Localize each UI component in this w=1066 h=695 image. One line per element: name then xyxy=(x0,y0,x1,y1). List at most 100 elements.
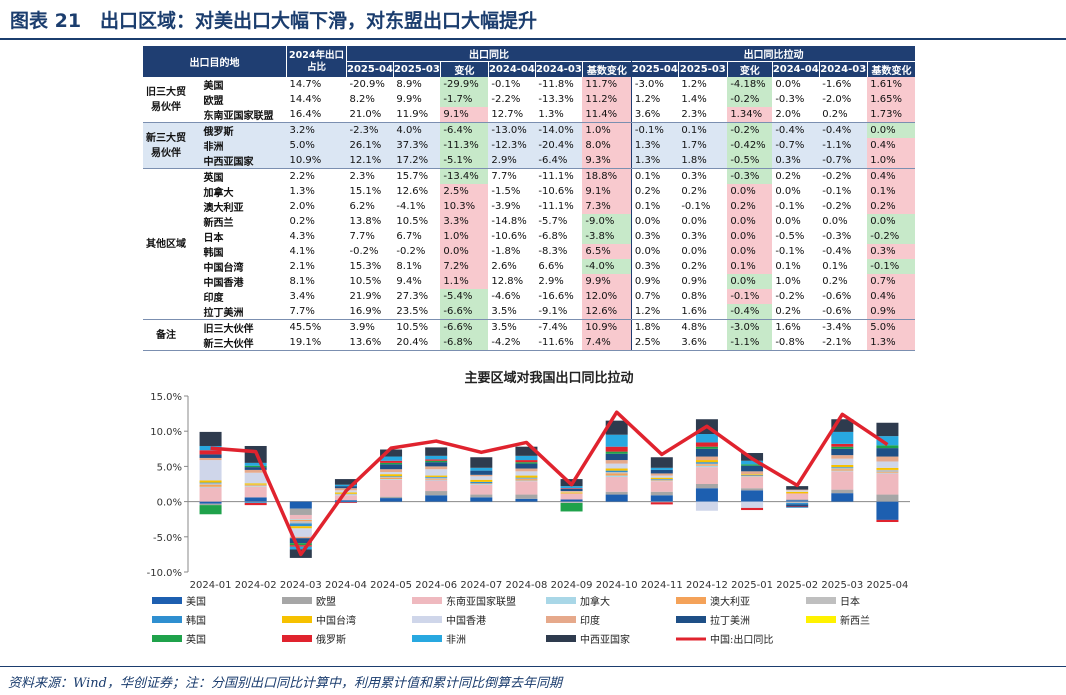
table-cell: -4.6% xyxy=(491,291,521,302)
table-cell: 2.9% xyxy=(488,153,536,169)
bar-segment xyxy=(515,462,538,464)
bar-segment xyxy=(741,474,764,476)
table-cell: -16.6% xyxy=(538,291,574,302)
table-cell: 10.5% xyxy=(396,216,429,227)
table-cell: -6.4% xyxy=(440,122,489,138)
table-cell: 0.0% xyxy=(727,244,773,259)
table-cell: 0.2% xyxy=(630,184,679,199)
bar-segment xyxy=(695,484,718,489)
table-cell: -0.4% xyxy=(727,304,773,320)
bar-segment xyxy=(560,493,583,500)
table-cell: 2.0% xyxy=(772,107,820,123)
bar-segment xyxy=(741,507,764,511)
table-cell: 1.6% xyxy=(775,322,801,333)
table-row: 新三大伙伴 19.1% 13.6% 20.4% -6.8% -4.2% -11.6% 7.4%… xyxy=(143,335,916,351)
bar-segment xyxy=(470,481,493,484)
bar-segment xyxy=(470,470,493,475)
bar-segment xyxy=(605,453,628,461)
table-cell: 1.3% xyxy=(867,335,916,351)
table-cell: 37.3% xyxy=(393,138,441,153)
x-tick-label: 2025-02 xyxy=(776,580,818,591)
table-cell: -1.6% xyxy=(822,79,852,90)
table-cell: 13.8% xyxy=(349,216,382,227)
bar-segment xyxy=(786,486,809,490)
bar-segment xyxy=(605,446,628,452)
bar-segment xyxy=(650,457,673,468)
y-tick-label: -5.0% xyxy=(153,533,182,544)
table-cell: 0.0% xyxy=(727,214,773,229)
bar-segment xyxy=(560,491,583,492)
legend-label: 英国 xyxy=(186,633,206,646)
bar-segment xyxy=(605,468,628,471)
bar-segment xyxy=(605,434,628,447)
bar-segment xyxy=(289,523,312,527)
table-cell: -3.8% xyxy=(582,229,632,244)
bar-segment xyxy=(244,486,267,487)
table-row: 东南亚国家联盟 16.4% 21.0% 11.9% 9.1% 12.7% 1.3% 11.4%… xyxy=(143,107,916,123)
y-tick-label: 10.0% xyxy=(150,427,182,438)
table-cell: -0.5% xyxy=(775,231,805,242)
subheader-yoy-5: 基数变化 xyxy=(581,61,632,77)
table-cell: 0.9% xyxy=(867,304,916,320)
table-cell: 4.0% xyxy=(393,122,441,138)
bar-segment xyxy=(244,485,267,487)
bar-segment xyxy=(334,501,357,503)
table-cell: -1.7% xyxy=(440,92,489,107)
bar-segment xyxy=(741,474,764,475)
bar-segment xyxy=(876,519,899,523)
table-cell: -0.1% xyxy=(630,122,679,138)
bar-segment xyxy=(244,462,267,466)
x-tick-label: 2025-03 xyxy=(821,580,863,591)
table-cell: -0.5% xyxy=(727,153,773,169)
bar-segment xyxy=(425,491,448,496)
region-label: 东南亚国家联盟 xyxy=(189,107,287,123)
legend-label: 加拿大 xyxy=(580,595,610,608)
bar-segment xyxy=(831,448,854,456)
table-cell: 0.4% xyxy=(867,289,916,304)
table-cell: 27.3% xyxy=(396,291,429,302)
table-cell: 0.2% xyxy=(772,304,820,320)
legend-label: 新西兰 xyxy=(840,614,870,627)
table-row: 中国香港 8.1% 10.5% 9.4% 1.1% 12.8% 2.9% 9.9% 0.9% 0.… xyxy=(143,274,916,289)
table-cell: 1.34% xyxy=(727,107,773,123)
bar-segment xyxy=(515,463,538,469)
table-cell: -13.3% xyxy=(538,94,574,105)
bar-segment xyxy=(380,464,403,470)
region-label: 中国香港 xyxy=(203,278,244,289)
bar-segment xyxy=(515,455,538,461)
region-label: 非洲 xyxy=(189,138,287,153)
bar-segment xyxy=(515,478,538,480)
table-cell: 1.3% xyxy=(630,138,679,153)
bar-segment xyxy=(605,470,628,473)
bar-segment xyxy=(786,506,809,508)
subheader-pull-3: 2024-04 xyxy=(771,61,820,77)
bar-segment xyxy=(515,468,538,472)
bar-segment xyxy=(199,460,222,481)
table-cell: 6.6% xyxy=(538,261,564,272)
table-cell: 3.4% xyxy=(289,291,315,302)
bar-segment xyxy=(289,536,312,539)
bar-segment xyxy=(560,488,583,489)
bar-segment xyxy=(199,431,222,446)
table-cell: 45.5% xyxy=(289,322,322,333)
table-cell: 0.0% xyxy=(822,216,848,227)
bar-segment xyxy=(289,545,312,547)
bar-segment xyxy=(695,462,718,464)
bar-segment xyxy=(650,495,673,502)
table-cell: 21.0% xyxy=(346,107,394,123)
bar-segment xyxy=(515,460,538,463)
table-cell: -7.4% xyxy=(538,322,568,333)
bar-segment xyxy=(425,479,448,481)
bar-segment xyxy=(470,497,493,502)
bar-segment xyxy=(786,507,809,508)
table-cell: -0.2% xyxy=(775,291,805,302)
legend-label: 俄罗斯 xyxy=(316,633,346,646)
bar-segment xyxy=(425,495,448,502)
table-cell: 1.0% xyxy=(775,276,801,287)
table-cell: 0.4% xyxy=(867,168,916,184)
table-cell: 4.1% xyxy=(289,246,315,257)
legend-label: 东南亚国家联盟 xyxy=(446,595,516,608)
legend-swatch xyxy=(282,616,312,623)
table-cell: 0.0% xyxy=(727,274,773,289)
bar-segment xyxy=(334,495,357,501)
